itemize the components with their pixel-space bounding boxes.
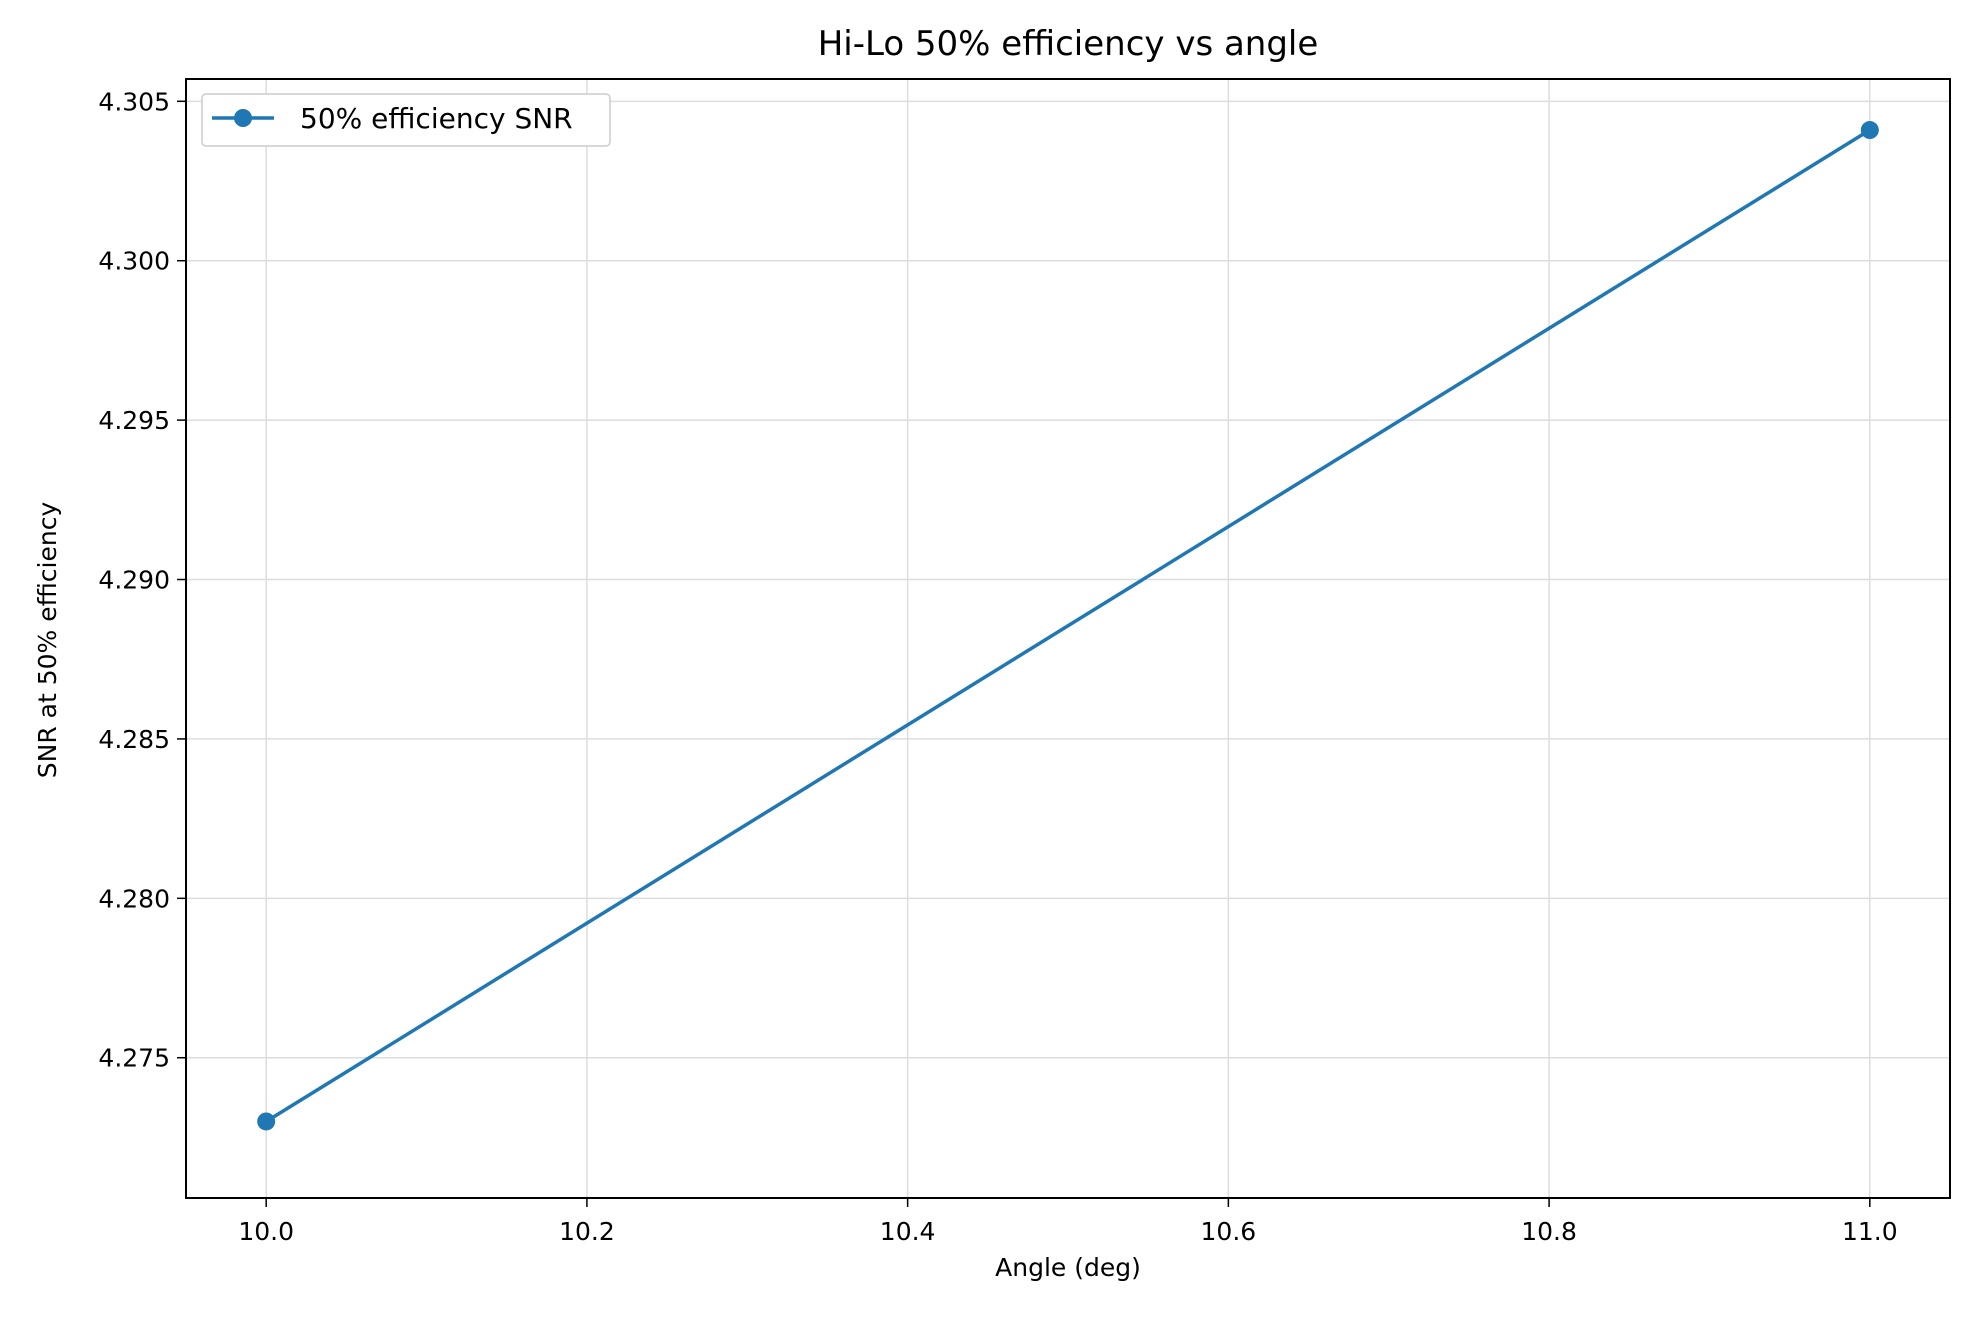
y-tick-label: 4.290 bbox=[98, 566, 170, 595]
x-tick-label: 11.0 bbox=[1842, 1217, 1898, 1246]
y-axis-label: SNR at 50% efficiency bbox=[33, 502, 62, 779]
x-tick-label: 10.6 bbox=[1201, 1217, 1257, 1246]
data-point bbox=[257, 1112, 276, 1131]
data-point bbox=[1860, 121, 1879, 140]
legend: 50% efficiency SNR bbox=[201, 93, 611, 147]
grid bbox=[186, 79, 1950, 1198]
series-line bbox=[265, 128, 1871, 1123]
y-tick-label: 4.275 bbox=[98, 1044, 170, 1073]
x-tick-label: 10.2 bbox=[559, 1217, 615, 1246]
legend-label: 50% efficiency SNR bbox=[300, 102, 573, 135]
y-tick-label: 4.305 bbox=[98, 87, 170, 116]
legend-box bbox=[201, 93, 611, 147]
x-tick-label: 10.4 bbox=[880, 1217, 936, 1246]
y-tick-label: 4.300 bbox=[98, 247, 170, 276]
x-tick-label: 10.0 bbox=[238, 1217, 294, 1246]
y-axis-ticks: 4.275 4.280 4.285 4.290 4.295 4.300 4.305 bbox=[98, 87, 186, 1073]
plot-frame bbox=[185, 78, 1951, 1199]
x-tick-label: 10.8 bbox=[1521, 1217, 1577, 1246]
y-tick-label: 4.295 bbox=[98, 406, 170, 435]
x-axis-label: Angle (deg) bbox=[995, 1253, 1141, 1282]
chart-title: Hi-Lo 50% efficiency vs angle bbox=[818, 24, 1319, 64]
legend-marker-swatch bbox=[234, 109, 252, 127]
y-tick-label: 4.285 bbox=[98, 725, 170, 754]
series-layer bbox=[257, 121, 1879, 1131]
x-axis-ticks: 10.0 10.2 10.4 10.6 10.8 11.0 bbox=[238, 1198, 1898, 1246]
y-tick-label: 4.280 bbox=[98, 884, 170, 913]
